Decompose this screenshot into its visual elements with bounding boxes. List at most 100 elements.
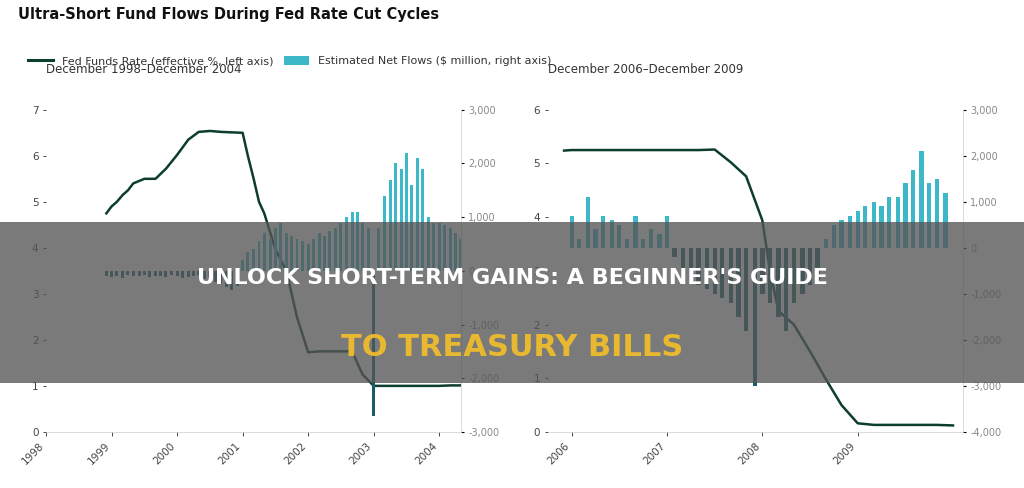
Bar <box>383 196 386 271</box>
Bar <box>230 271 233 289</box>
Bar <box>736 248 740 317</box>
Bar <box>394 163 396 271</box>
Bar <box>416 158 419 271</box>
Bar <box>896 197 900 248</box>
Bar <box>296 239 298 271</box>
Bar <box>617 225 622 248</box>
Bar <box>493 217 495 271</box>
Bar <box>454 233 457 271</box>
Bar <box>871 202 877 248</box>
Bar <box>148 271 152 277</box>
Bar <box>378 228 380 271</box>
Bar <box>214 271 217 282</box>
Bar <box>143 271 145 275</box>
Bar <box>681 248 685 271</box>
Bar <box>186 271 189 277</box>
Bar <box>427 217 429 271</box>
Bar <box>411 185 413 271</box>
Bar <box>127 271 129 275</box>
Bar <box>498 220 501 271</box>
Bar <box>920 151 924 248</box>
Bar <box>116 271 119 276</box>
Bar <box>824 239 828 248</box>
Bar <box>170 271 173 275</box>
Bar <box>800 248 805 294</box>
Bar <box>808 248 812 285</box>
Bar <box>705 248 710 289</box>
Bar <box>355 212 358 271</box>
Text: UNLOCK SHORT-TERM GAINS: A BEGINNER'S GUIDE: UNLOCK SHORT-TERM GAINS: A BEGINNER'S GU… <box>197 268 827 288</box>
Bar <box>855 211 860 248</box>
Bar <box>935 179 939 248</box>
Bar <box>203 271 206 279</box>
Bar <box>481 223 484 271</box>
Bar <box>137 271 140 276</box>
Bar <box>301 241 304 271</box>
Bar <box>176 271 178 276</box>
Bar <box>910 170 915 248</box>
Bar <box>285 233 288 271</box>
Bar <box>593 229 598 248</box>
Bar <box>696 248 700 285</box>
Bar <box>404 153 408 271</box>
Bar <box>784 248 788 331</box>
Bar <box>345 217 347 271</box>
Bar <box>268 239 271 271</box>
Bar <box>641 239 645 248</box>
Bar <box>601 216 605 248</box>
Text: Ultra-Short Fund Flows During Fed Rate Cut Cycles: Ultra-Short Fund Flows During Fed Rate C… <box>18 7 439 22</box>
Bar <box>225 271 227 287</box>
Bar <box>713 248 717 294</box>
Bar <box>160 271 162 276</box>
Bar <box>154 271 157 276</box>
Text: December 2006–December 2009: December 2006–December 2009 <box>548 62 743 76</box>
Bar <box>665 216 669 248</box>
Bar <box>306 244 309 271</box>
Bar <box>432 223 435 271</box>
Bar <box>372 271 375 416</box>
Bar <box>903 183 907 248</box>
Bar <box>193 271 195 276</box>
Bar <box>388 180 391 271</box>
Bar <box>399 169 402 271</box>
Bar <box>486 228 489 271</box>
Bar <box>887 197 891 248</box>
Bar <box>831 225 836 248</box>
Bar <box>634 216 638 248</box>
Bar <box>367 228 370 271</box>
Bar <box>673 248 677 257</box>
Bar <box>625 239 629 248</box>
Bar <box>569 216 573 248</box>
Bar <box>361 223 364 271</box>
Bar <box>209 271 211 277</box>
Bar <box>111 271 113 277</box>
Bar <box>609 220 613 248</box>
Bar <box>317 233 321 271</box>
Bar <box>323 236 326 271</box>
Bar <box>334 228 337 271</box>
Bar <box>181 271 184 278</box>
Bar <box>586 197 590 248</box>
Bar <box>729 248 733 303</box>
Bar <box>273 228 276 271</box>
Bar <box>132 271 135 276</box>
Bar <box>657 234 662 248</box>
Bar <box>104 271 108 276</box>
Bar <box>753 248 757 386</box>
Bar <box>252 249 255 271</box>
Bar <box>280 223 282 271</box>
Bar <box>350 212 353 271</box>
Text: TO TREASURY BILLS: TO TREASURY BILLS <box>341 333 683 362</box>
Bar <box>927 183 932 248</box>
Bar <box>198 271 201 275</box>
Bar <box>242 260 244 271</box>
Bar <box>720 248 724 299</box>
Bar <box>443 225 445 271</box>
Bar <box>792 248 796 303</box>
Bar <box>776 248 780 317</box>
Bar <box>578 239 582 248</box>
Bar <box>476 233 478 271</box>
Bar <box>880 206 884 248</box>
Bar <box>290 236 293 271</box>
Bar <box>121 271 124 278</box>
